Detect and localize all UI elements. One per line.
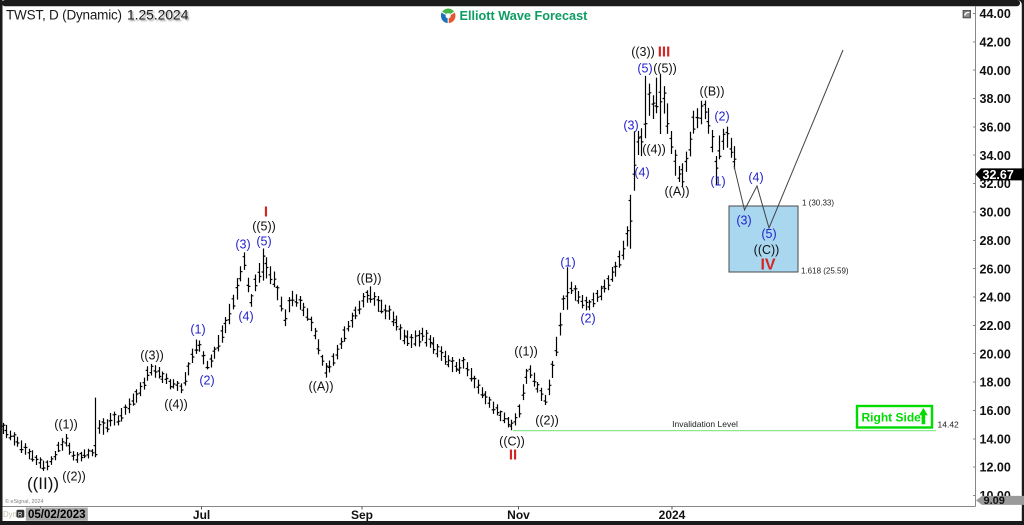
svg-text:28.00: 28.00 (980, 234, 1011, 248)
svg-text:((A)): ((A)) (665, 184, 690, 198)
svg-text:44.00: 44.00 (980, 7, 1011, 21)
svg-text:((C)): ((C)) (499, 434, 525, 448)
svg-text:42.00: 42.00 (980, 35, 1011, 49)
svg-text:16.00: 16.00 (980, 404, 1011, 418)
svg-text:R: R (18, 512, 23, 518)
svg-text:(3): (3) (623, 118, 638, 132)
svg-text:((B)): ((B)) (700, 84, 725, 98)
svg-text:(5): (5) (637, 61, 652, 75)
svg-text:(1): (1) (190, 322, 205, 336)
svg-text:Sep: Sep (351, 508, 373, 522)
svg-text:III: III (658, 43, 671, 60)
svg-text:((2)): ((2)) (62, 469, 86, 483)
svg-text:Dyn: Dyn (3, 510, 17, 519)
svg-text:((B)): ((B)) (357, 271, 382, 285)
svg-text:Right Side: Right Side (862, 410, 922, 424)
svg-text:((1)): ((1)) (514, 344, 538, 358)
svg-text:((5)): ((5)) (653, 61, 677, 75)
svg-text:(2): (2) (199, 373, 214, 387)
svg-text:((A)): ((A)) (309, 379, 334, 393)
svg-text:14.00: 14.00 (980, 432, 1011, 446)
svg-text:((1)): ((1)) (54, 417, 78, 431)
svg-text:((3)): ((3)) (140, 348, 164, 362)
svg-text:32.00: 32.00 (980, 177, 1011, 191)
svg-text:22.00: 22.00 (980, 319, 1011, 333)
svg-text:05/02/2023: 05/02/2023 (28, 509, 86, 521)
svg-text:24.00: 24.00 (980, 291, 1011, 305)
svg-text:(3): (3) (235, 237, 250, 251)
svg-text:TWST, D (Dynamic): TWST, D (Dynamic) (6, 8, 122, 23)
svg-text:(3): (3) (736, 213, 751, 227)
svg-text:1.25.2024: 1.25.2024 (127, 8, 189, 23)
svg-text:(5): (5) (761, 227, 776, 241)
svg-text:((II)): ((II)) (27, 474, 59, 493)
svg-text:(1): (1) (710, 174, 725, 188)
svg-text:I: I (264, 203, 268, 220)
svg-text:40.00: 40.00 (980, 64, 1011, 78)
svg-text:26.00: 26.00 (980, 262, 1011, 276)
svg-text:18.00: 18.00 (980, 376, 1011, 390)
svg-text:((2)): ((2)) (535, 413, 559, 427)
svg-text:(1): (1) (560, 255, 575, 269)
svg-text:34.00: 34.00 (980, 149, 1011, 163)
svg-text:(2): (2) (714, 109, 729, 123)
svg-text:((5)): ((5)) (252, 219, 276, 233)
svg-text:((4)): ((4)) (164, 397, 188, 411)
svg-text:((C)): ((C)) (754, 243, 780, 257)
svg-text:(4): (4) (238, 309, 253, 323)
svg-text:Invalidation Level: Invalidation Level (672, 419, 738, 429)
svg-text:9.09: 9.09 (984, 495, 1005, 507)
svg-text:14.42: 14.42 (938, 419, 960, 429)
svg-text:(5): (5) (256, 234, 271, 248)
svg-text:32.67: 32.67 (983, 168, 1014, 182)
svg-text:38.00: 38.00 (980, 92, 1011, 106)
svg-text:36.00: 36.00 (980, 121, 1011, 135)
svg-text:((3)): ((3)) (631, 45, 655, 59)
svg-text:Jul: Jul (193, 508, 210, 522)
svg-text:© eSignal, 2024: © eSignal, 2024 (5, 498, 43, 505)
svg-text:12.00: 12.00 (980, 461, 1011, 475)
svg-text:30.00: 30.00 (980, 206, 1011, 220)
svg-text:II: II (509, 446, 517, 463)
svg-text:IV: IV (760, 257, 775, 274)
svg-text:(4): (4) (634, 165, 649, 179)
svg-text:1 (30.33): 1 (30.33) (802, 199, 834, 208)
svg-text:Nov: Nov (507, 508, 530, 522)
svg-text:((4)): ((4)) (642, 142, 666, 156)
svg-text:Elliott Wave Forecast: Elliott Wave Forecast (460, 9, 589, 23)
svg-text:(4): (4) (748, 170, 763, 184)
svg-text:20.00: 20.00 (980, 347, 1011, 361)
svg-text:(2): (2) (580, 311, 595, 325)
svg-text:1.618 (25.59): 1.618 (25.59) (801, 267, 849, 276)
svg-text:2024: 2024 (659, 508, 686, 522)
